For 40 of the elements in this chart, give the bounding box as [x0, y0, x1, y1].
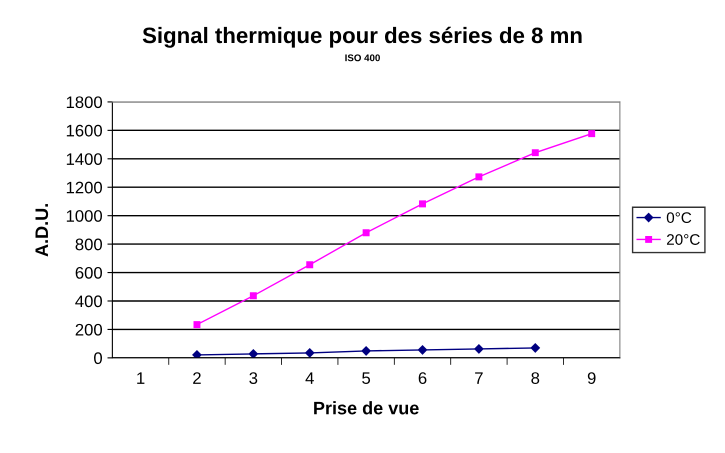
x-tick-label: 6: [418, 372, 426, 384]
x-tick-label: 2: [193, 372, 201, 384]
y-tick-label: 1600: [66, 124, 102, 137]
point: [475, 173, 482, 180]
y-axis-title: A.D.U.: [36, 204, 48, 257]
point: [305, 348, 314, 358]
y-tick-label: 1200: [66, 182, 102, 194]
x-tick-label: 7: [475, 372, 483, 384]
point: [418, 345, 428, 355]
y-tick-label: 600: [76, 266, 102, 279]
x-tick-label: 3: [249, 372, 258, 384]
chart-title: Signal thermique pour des séries de 8 mn: [142, 26, 582, 48]
y-tick-label: 1800: [66, 96, 102, 108]
x-tick-label: 5: [362, 372, 370, 384]
y-tick-label: 1000: [66, 210, 102, 222]
point: [248, 349, 258, 358]
point: [588, 130, 596, 138]
point: [250, 292, 257, 300]
legend-label: 20°C: [666, 234, 700, 245]
legend-label: 0°C: [666, 212, 692, 224]
point: [419, 200, 426, 208]
y-tick-label: 800: [76, 238, 102, 250]
point: [192, 350, 202, 358]
x-tick-label: 9: [588, 372, 596, 384]
point: [362, 229, 370, 236]
chart-subtitle: ISO 400: [345, 54, 380, 62]
point: [306, 261, 314, 268]
point: [532, 149, 539, 156]
x-tick-label: 8: [531, 372, 540, 384]
y-tick-label: 200: [76, 324, 102, 336]
y-tick-label: 400: [75, 295, 102, 308]
point: [474, 344, 484, 354]
point: [530, 343, 540, 353]
x-tick-label: 4: [305, 372, 314, 384]
point: [193, 321, 200, 328]
y-tick-label: 0: [94, 352, 102, 364]
x-axis-title: Prise de vue: [314, 401, 419, 414]
x-tick-label: 1: [137, 372, 144, 384]
point: [362, 346, 371, 356]
y-tick-label: 1400: [66, 153, 102, 166]
